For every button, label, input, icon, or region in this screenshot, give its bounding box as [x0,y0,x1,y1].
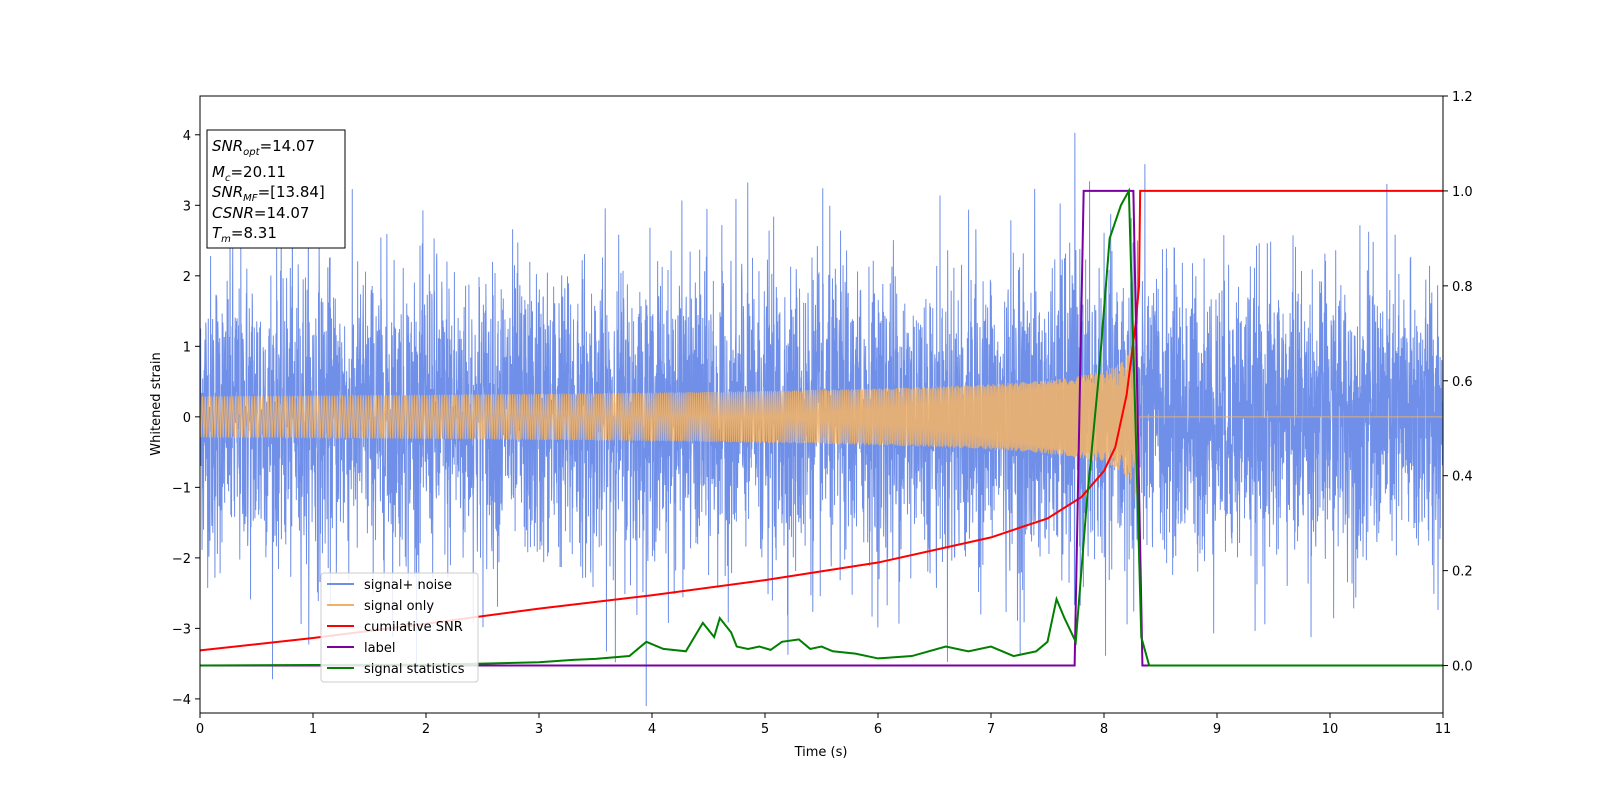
info-csnr: CSNR=14.07 [212,204,309,222]
plot-frame [199,95,1444,714]
legend-label-label: label [364,641,395,656]
x-tick-label: 9 [1213,722,1221,737]
y-left-tick-label: 4 [183,129,191,144]
y-right-tick-label: 0.8 [1452,280,1473,295]
x-tick-label: 2 [422,722,430,737]
y-right-tick-label: 0.4 [1452,470,1473,485]
series-signal-statistics [200,187,1443,667]
x-tick-label: 7 [987,722,995,737]
y-left-tick-label: −3 [172,622,191,637]
y-right-tick-label: 1.2 [1452,90,1473,105]
x-tick-label: 0 [196,722,204,737]
x-axis-label: Time (s) [794,745,848,760]
y-left-tick-label: 0 [183,411,191,426]
y-axis-label: Whitened strain [149,352,164,455]
info-mc: Mc=20.11 [212,163,286,184]
x-tick-label: 6 [874,722,882,737]
series-signal-only [200,324,1443,514]
legend-label-signal-only: signal only [364,599,434,614]
y-left-tick-label: 1 [183,340,191,355]
info-box-frame [206,129,346,249]
y-left-tick-label: −2 [172,552,191,567]
x-tick-label: 4 [648,722,656,737]
x-tick-label: 8 [1100,722,1108,737]
info-snr-opt: SNRopt=14.07 [212,137,315,158]
x-tick-label: 10 [1322,722,1339,737]
ticks-layer: 0 1 2 3 4 5 6 7 8 9 10 11 −4 −3 −2 −1 0 1 2 3 4 0.0 0.2 0.4 0.6 0… [172,90,1473,737]
legend-label-cumulative-snr: cumilative SNR [364,620,463,635]
y-left-tick-label: −1 [172,481,191,496]
y-left-tick-label: 2 [183,270,191,285]
y-left-tick-label: 3 [183,199,191,214]
legend-label-signal-statistics: signal statistics [364,662,465,677]
y-right-tick-label: 0.6 [1452,375,1473,390]
x-tick-label: 1 [309,722,317,737]
legend-frame [320,572,479,683]
series-cumulative-snr [200,189,1443,652]
info-snr-mf: SNRMF=[13.84] [212,183,325,204]
legend: signal+ noise signal only cumilative SNR… [320,572,479,683]
legend-label-signal-noise: signal+ noise [364,578,452,593]
y-right-tick-label: 0.2 [1452,565,1473,580]
info-box: SNRopt=14.07 Mc=20.11 SNRMF=[13.84] CSNR… [206,129,346,249]
x-tick-label: 3 [535,722,543,737]
y-right-tick-label: 1.0 [1452,185,1473,200]
y-right-tick-label: 0.0 [1452,660,1473,675]
x-tick-label: 11 [1435,722,1452,737]
series-layer [200,132,1443,707]
y-left-tick-label: −4 [172,693,191,708]
x-tick-label: 5 [761,722,769,737]
info-tm: Tm=8.31 [212,224,277,245]
